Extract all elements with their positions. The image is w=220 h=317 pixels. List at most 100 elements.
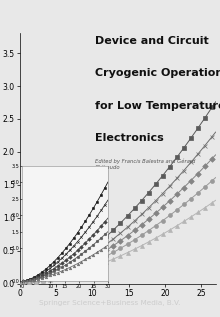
Point xyxy=(91,265,94,270)
Point xyxy=(34,280,38,285)
Point xyxy=(70,269,73,275)
Point xyxy=(112,243,115,248)
Point xyxy=(203,164,207,169)
Point xyxy=(161,232,165,237)
Point xyxy=(168,198,172,203)
Point xyxy=(196,126,200,131)
Point xyxy=(48,274,52,279)
Point xyxy=(126,225,129,230)
Point xyxy=(161,218,165,223)
Point xyxy=(203,184,207,190)
Point xyxy=(91,261,94,266)
Point xyxy=(182,146,186,151)
Point xyxy=(175,155,179,160)
Point xyxy=(147,190,150,195)
Point xyxy=(77,256,80,262)
Point xyxy=(77,261,80,266)
Point xyxy=(91,252,94,257)
Point xyxy=(154,198,158,203)
Point xyxy=(182,168,186,173)
Point xyxy=(147,205,150,210)
Point xyxy=(140,198,143,203)
Point xyxy=(210,200,214,205)
Point xyxy=(175,208,179,213)
Point xyxy=(189,178,193,183)
Point xyxy=(126,233,129,238)
Point xyxy=(34,279,38,284)
Point xyxy=(27,281,31,286)
Point xyxy=(62,270,66,275)
Point xyxy=(20,281,24,286)
Point xyxy=(133,237,136,242)
Point xyxy=(105,260,108,265)
Point xyxy=(84,264,87,269)
Point xyxy=(189,196,193,201)
Point xyxy=(126,242,129,247)
Point xyxy=(70,261,73,266)
Point xyxy=(161,173,165,178)
Point xyxy=(147,239,150,244)
Point xyxy=(189,136,193,141)
Point xyxy=(154,211,158,216)
Point xyxy=(41,276,45,281)
Point xyxy=(27,280,31,285)
Point xyxy=(161,191,165,196)
Point xyxy=(203,115,207,120)
Point xyxy=(48,275,52,280)
Point xyxy=(196,210,200,215)
Point xyxy=(182,219,186,224)
Point xyxy=(20,281,24,286)
Point xyxy=(55,273,59,278)
Point xyxy=(27,281,31,286)
Point xyxy=(112,236,115,241)
Point xyxy=(210,105,214,110)
Point xyxy=(203,205,207,210)
Point xyxy=(126,250,129,255)
Point xyxy=(105,242,108,247)
Point xyxy=(62,268,66,273)
Point xyxy=(70,272,73,277)
Text: Cryogenic Operation: Cryogenic Operation xyxy=(95,68,220,78)
Point xyxy=(55,269,59,275)
Point xyxy=(168,228,172,233)
Text: Edited by Francis Balestra and Gérard Ghibaudo: Edited by Francis Balestra and Gérard Gh… xyxy=(95,158,196,170)
Point xyxy=(168,184,172,189)
Point xyxy=(48,273,52,278)
Point xyxy=(41,277,45,282)
Point xyxy=(98,252,101,257)
Point xyxy=(91,246,94,251)
Point xyxy=(41,279,45,284)
Point xyxy=(84,260,87,265)
Point xyxy=(62,274,66,279)
Point xyxy=(55,271,59,276)
Point xyxy=(140,212,143,217)
Point xyxy=(119,238,122,243)
Point xyxy=(147,217,150,222)
Point xyxy=(98,240,101,245)
Point xyxy=(20,281,24,286)
Point xyxy=(196,152,200,157)
Point xyxy=(55,274,59,279)
Text: Device and Circuit: Device and Circuit xyxy=(95,36,209,46)
Point xyxy=(70,267,73,272)
Point xyxy=(34,279,38,284)
Point xyxy=(175,192,179,197)
Point xyxy=(140,243,143,248)
Point xyxy=(105,254,108,259)
Point xyxy=(27,280,31,285)
Point xyxy=(55,276,59,281)
Point xyxy=(91,256,94,261)
Point xyxy=(182,202,186,207)
Point xyxy=(140,222,143,227)
Text: Electronics: Electronics xyxy=(95,133,164,144)
Point xyxy=(147,228,150,233)
Point xyxy=(77,267,80,272)
Point xyxy=(189,215,193,220)
Point xyxy=(34,278,38,283)
Point xyxy=(27,280,31,285)
Point xyxy=(119,230,122,236)
Point xyxy=(41,277,45,282)
Point xyxy=(210,178,214,183)
Point xyxy=(203,143,207,148)
Point xyxy=(126,213,129,218)
